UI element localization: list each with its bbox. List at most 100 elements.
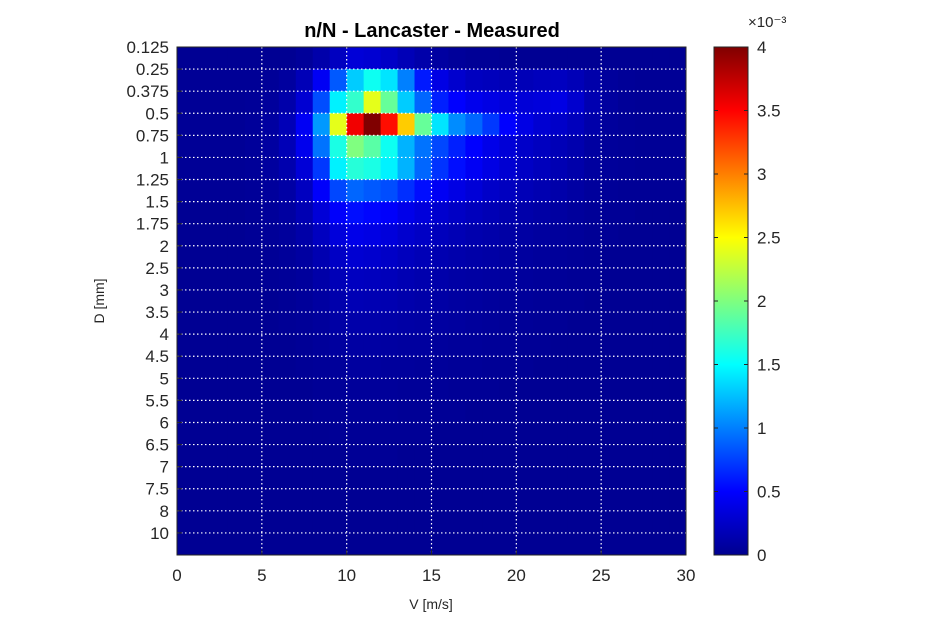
heatmap-cell (465, 69, 483, 92)
heatmap-cell (669, 444, 687, 468)
heatmap-cell (295, 201, 314, 225)
heatmap-cell (346, 201, 365, 225)
y-axis-label: D [mm] (91, 278, 107, 323)
heatmap-cell (601, 157, 619, 180)
heatmap-cell (261, 91, 280, 114)
heatmap-cell (363, 91, 381, 114)
heatmap-cell (193, 422, 212, 445)
heatmap-cell (584, 356, 602, 379)
heatmap-cell (465, 289, 483, 313)
heatmap-cell (516, 289, 534, 313)
heatmap-cell (618, 422, 636, 445)
heatmap-cell (380, 157, 398, 180)
heatmap-cell (431, 510, 449, 534)
heatmap-cell (363, 245, 381, 269)
heatmap-cell (567, 488, 585, 512)
heatmap-cell (278, 179, 297, 203)
heatmap-cell (584, 289, 602, 313)
heatmap-cell (601, 422, 619, 445)
heatmap-cell (312, 422, 331, 445)
heatmap-cell (601, 466, 619, 490)
heatmap-cell (380, 378, 398, 401)
heatmap-cell (227, 444, 246, 468)
heatmap-cell (669, 466, 687, 490)
heatmap-cell (584, 267, 602, 291)
heatmap-cell (244, 179, 263, 203)
heatmap-cell (431, 47, 449, 70)
heatmap-cell (227, 267, 246, 291)
heatmap-cell (380, 113, 398, 136)
heatmap-cell (618, 267, 636, 291)
heatmap-cell (397, 135, 415, 158)
heatmap-cell (499, 113, 517, 136)
heatmap-cell (380, 312, 398, 335)
heatmap-cell (567, 135, 585, 158)
y-tick-label: 0.75 (136, 126, 169, 145)
heatmap-cell (618, 400, 636, 423)
heatmap-cell (380, 47, 398, 70)
heatmap-cell (499, 466, 517, 490)
heatmap-cell (193, 488, 212, 512)
heatmap-cell (193, 47, 212, 70)
heatmap-cell (193, 245, 212, 269)
heatmap-cell (550, 466, 568, 490)
heatmap-cell (414, 47, 432, 70)
heatmap-cell (193, 179, 212, 203)
heatmap-cell (584, 466, 602, 490)
heatmap-cell (516, 69, 534, 92)
heatmap-cell (278, 69, 297, 92)
heatmap-cell (329, 135, 348, 158)
heatmap-cell (261, 201, 280, 225)
heatmap-cell (635, 289, 653, 313)
x-axis-ticks: 0 5 10 15 20 25 30 (172, 550, 695, 585)
heatmap-cell (177, 201, 195, 225)
heatmap-cell (210, 510, 229, 534)
heatmap-cell (516, 223, 534, 247)
heatmap-cell (177, 135, 195, 158)
heatmap-cell (635, 466, 653, 490)
heatmap-cell (193, 157, 212, 180)
heatmap-cell (567, 245, 585, 269)
heatmap-cell (193, 201, 212, 225)
heatmap-cell (618, 201, 636, 225)
heatmap-cell (177, 245, 195, 269)
heatmap-cell (601, 444, 619, 468)
heatmap-cell (346, 69, 365, 92)
heatmap-cell (465, 91, 483, 114)
heatmap-cell (618, 466, 636, 490)
heatmap-cell (635, 378, 653, 401)
heatmap-cell (414, 223, 432, 247)
heatmap-cell (584, 334, 602, 357)
heatmap-cell (380, 179, 398, 203)
colorbar-tick-label: 2 (757, 292, 766, 311)
heatmap-cell (618, 179, 636, 203)
heatmap-cell (431, 267, 449, 291)
heatmap-cell (448, 113, 466, 136)
heatmap-cell (516, 245, 534, 269)
heatmap-cell (669, 312, 687, 335)
heatmap-cell (601, 356, 619, 379)
heatmap-cell (567, 422, 585, 445)
heatmap-cell (261, 223, 280, 247)
heatmap-cell (635, 223, 653, 247)
heatmap-cell (635, 47, 653, 70)
heatmap-cell (669, 334, 687, 357)
heatmap-cell (227, 466, 246, 490)
colorbar-tick-label: 0 (757, 546, 766, 565)
heatmap-cell (312, 378, 331, 401)
heatmap-cell (227, 135, 246, 158)
y-tick-label: 5 (160, 369, 169, 388)
heatmap-cell (533, 201, 551, 225)
heatmap-cell (210, 400, 229, 423)
heatmap-cell (397, 179, 415, 203)
heatmap-cell (244, 47, 263, 70)
y-tick-label: 0.375 (126, 82, 169, 101)
heatmap-cell (295, 91, 314, 114)
heatmap-cell (499, 201, 517, 225)
heatmap-cell (669, 69, 687, 92)
heatmap-cell (669, 157, 687, 180)
heatmap-cell (295, 157, 314, 180)
heatmap-cell (550, 267, 568, 291)
heatmap-cell (261, 488, 280, 512)
y-tick-label: 3.5 (145, 303, 169, 322)
